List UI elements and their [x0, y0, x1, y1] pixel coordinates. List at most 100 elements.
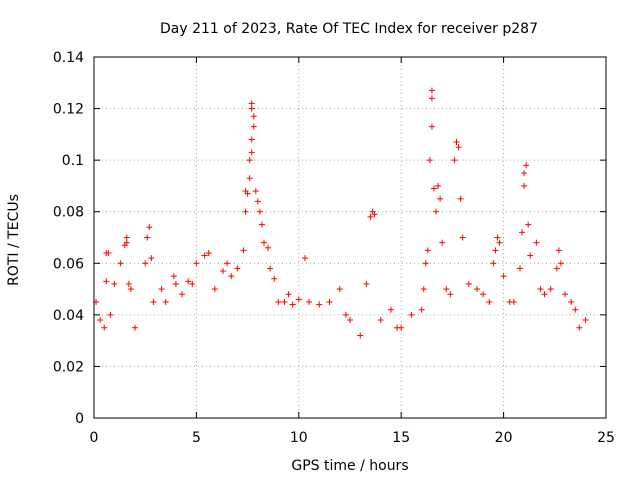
data-point [271, 275, 278, 282]
data-point [254, 198, 261, 205]
data-point [568, 298, 575, 305]
data-point [185, 278, 192, 285]
data-point [433, 208, 440, 215]
data-point [521, 170, 528, 177]
data-point [541, 291, 548, 298]
data-point [555, 247, 562, 254]
data-point [170, 273, 177, 280]
data-point [101, 324, 108, 331]
x-tick-label: 20 [495, 430, 513, 446]
data-point [426, 157, 433, 164]
data-point [256, 208, 263, 215]
data-point [496, 239, 503, 246]
data-point [342, 311, 349, 318]
x-tick-label: 10 [290, 430, 308, 446]
data-point [97, 317, 104, 324]
data-point [336, 286, 343, 293]
data-point [367, 213, 374, 220]
data-point [107, 311, 114, 318]
data-point [557, 260, 564, 267]
data-point [500, 273, 507, 280]
data-point [289, 301, 296, 308]
data-point [103, 278, 110, 285]
y-tick-label: 0.12 [53, 102, 84, 118]
data-point [131, 324, 138, 331]
data-points [93, 87, 589, 339]
data-point [428, 87, 435, 94]
data-point [144, 234, 151, 241]
data-point [572, 306, 579, 313]
data-point [547, 286, 554, 293]
data-point [260, 239, 267, 246]
y-tick-label: 0.04 [53, 308, 84, 324]
chart-title: Day 211 of 2023, Rate Of TEC Index for r… [160, 21, 538, 37]
plot-frame [93, 56, 607, 419]
x-tick-label: 5 [192, 430, 201, 446]
data-point [455, 144, 462, 151]
data-point [224, 260, 231, 267]
x-tick-label: 0 [90, 430, 99, 446]
data-point [525, 221, 532, 228]
data-point [250, 113, 257, 120]
data-point [316, 301, 323, 308]
data-point [424, 247, 431, 254]
x-axis-label: GPS time / hours [291, 458, 408, 474]
y-tick-label: 0 [75, 411, 84, 427]
data-point [494, 234, 501, 241]
data-point [576, 324, 583, 331]
data-point [377, 317, 384, 324]
data-point [193, 260, 200, 267]
data-point [105, 249, 112, 256]
data-point [510, 298, 517, 305]
data-point [533, 239, 540, 246]
data-point [246, 175, 253, 182]
data-point [111, 280, 118, 287]
data-point [248, 105, 255, 112]
data-point [228, 273, 235, 280]
data-point [326, 298, 333, 305]
data-point [521, 182, 528, 189]
data-point [459, 234, 466, 241]
data-point [123, 239, 130, 246]
grid [94, 57, 606, 418]
data-point [248, 136, 255, 143]
data-point [387, 306, 394, 313]
y-tick-label: 0.14 [53, 50, 84, 66]
data-point [172, 280, 179, 287]
data-point [537, 286, 544, 293]
data-point [363, 280, 370, 287]
data-point [306, 298, 313, 305]
data-point [150, 298, 157, 305]
y-tick-label: 0.06 [53, 256, 84, 272]
data-point [486, 298, 493, 305]
data-point [248, 100, 255, 107]
data-point [451, 157, 458, 164]
data-point [443, 286, 450, 293]
data-point [246, 157, 253, 164]
data-point [562, 291, 569, 298]
data-point [248, 149, 255, 156]
data-point [420, 286, 427, 293]
data-point [447, 291, 454, 298]
data-point [127, 286, 134, 293]
data-point [408, 311, 415, 318]
data-point [265, 244, 272, 251]
data-point [480, 291, 487, 298]
data-point [252, 188, 259, 195]
data-point [473, 286, 480, 293]
data-point [125, 280, 132, 287]
data-point [234, 265, 241, 272]
data-point [357, 332, 364, 339]
y-tick-label: 0.02 [53, 359, 84, 375]
data-point [267, 265, 274, 272]
data-point [519, 229, 526, 236]
data-point [211, 286, 218, 293]
data-point [285, 291, 292, 298]
data-point [158, 286, 165, 293]
data-point [422, 260, 429, 267]
data-point [142, 260, 149, 267]
data-point [258, 221, 265, 228]
data-point [453, 139, 460, 146]
data-point [205, 249, 212, 256]
